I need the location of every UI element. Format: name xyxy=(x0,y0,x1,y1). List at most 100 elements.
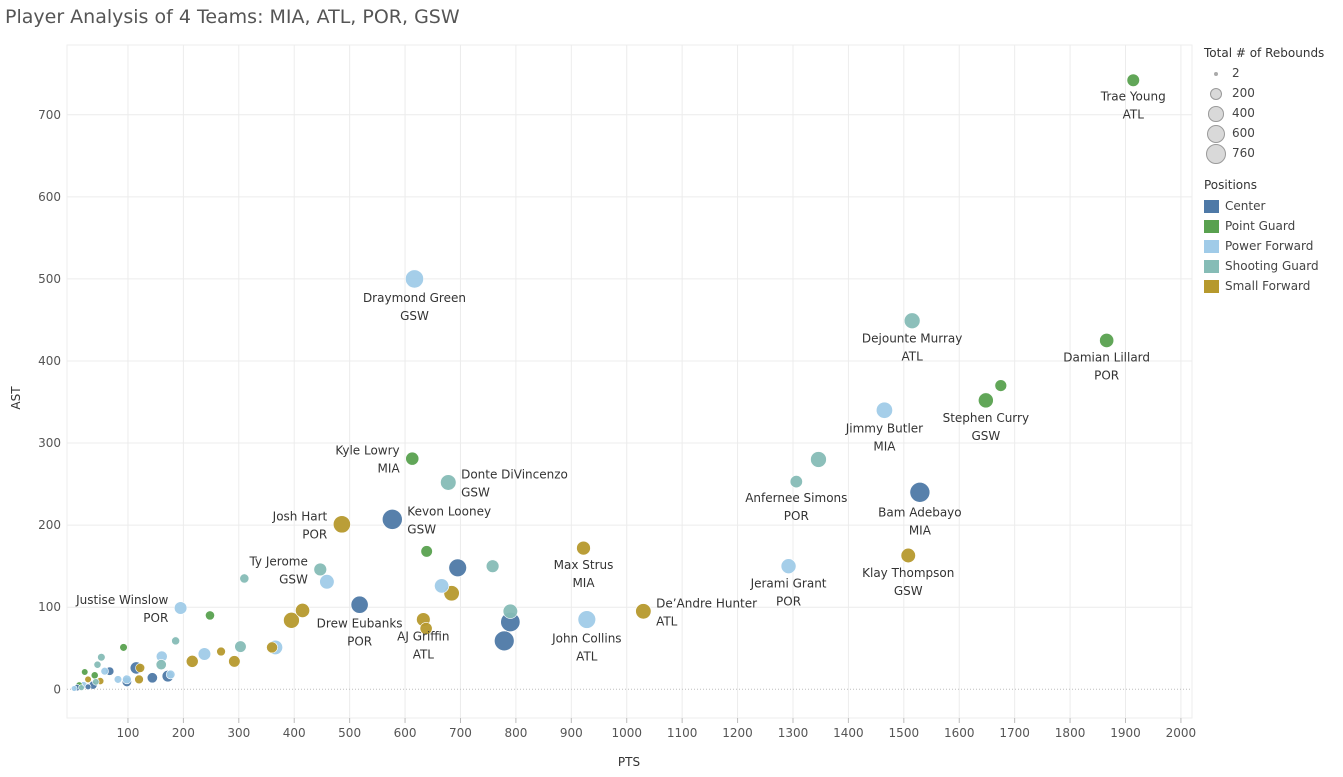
data-point[interactable]: Power Forward xyxy=(113,675,123,684)
data-point[interactable]: Center xyxy=(84,683,92,691)
gridlines xyxy=(66,44,1193,719)
data-point[interactable]: Small Forward xyxy=(228,655,241,668)
data-point[interactable]: Shooting Guard xyxy=(502,603,518,619)
data-point[interactable]: Power Forward xyxy=(434,578,450,594)
point-label-name: Dejounte Murray xyxy=(862,332,962,346)
y-tick-label: 700 xyxy=(38,108,61,122)
data-point[interactable]: Kevon Looney Center xyxy=(382,509,403,530)
point-label-team: GSW xyxy=(461,485,490,499)
data-point[interactable]: Small Forward xyxy=(84,675,92,684)
data-point[interactable]: Kyle Lowry Point Guard xyxy=(405,451,420,466)
size-legend-label: 200 xyxy=(1232,86,1255,100)
data-point[interactable]: Point Guard xyxy=(994,379,1007,392)
data-point[interactable]: Power Forward xyxy=(100,667,109,676)
data-point[interactable]: Power Forward xyxy=(122,674,132,685)
x-tick-label: 1100 xyxy=(667,726,698,740)
data-point[interactable]: Shooting Guard xyxy=(93,660,102,669)
data-point[interactable]: Point Guard xyxy=(205,610,215,621)
data-point[interactable]: Center xyxy=(448,558,467,577)
data-point[interactable]: Center xyxy=(146,672,158,684)
x-tick-label: 400 xyxy=(283,726,306,740)
point-labels: Trae Young ATL Draymond Green GSW Dejounte M… xyxy=(75,90,1166,664)
x-tick-label: 300 xyxy=(227,726,250,740)
data-point[interactable]: Dejounte Murray Shooting Guard xyxy=(903,312,921,330)
axes: 100 200 300 400 500 600 700 800 900 1000 1100 1200 1… xyxy=(38,108,1196,740)
data-point[interactable]: Shooting Guard xyxy=(78,684,85,691)
data-point[interactable]: Shooting Guard xyxy=(810,451,827,468)
point-label-team: MIA xyxy=(378,462,401,476)
y-tick-label: 200 xyxy=(38,518,61,532)
data-point[interactable]: Small Forward xyxy=(134,674,144,685)
size-legend-circle xyxy=(1206,124,1226,144)
x-tick-label: 2000 xyxy=(1166,726,1197,740)
x-tick-label: 1200 xyxy=(722,726,753,740)
color-legend-item[interactable]: Small Forward xyxy=(1204,276,1339,296)
data-point[interactable]: Small Forward xyxy=(283,612,300,629)
data-point[interactable]: Small Forward xyxy=(266,641,278,654)
color-legend-item[interactable]: Shooting Guard xyxy=(1204,256,1339,276)
x-tick-label: 1300 xyxy=(778,726,809,740)
data-point[interactable]: Small Forward xyxy=(216,646,226,657)
point-label-name: Kevon Looney xyxy=(407,504,491,518)
data-point[interactable]: De’Andre Hunter Small Forward xyxy=(635,603,652,620)
data-point[interactable]: Max Strus Small Forward xyxy=(576,540,591,556)
color-legend-item[interactable]: Point Guard xyxy=(1204,216,1339,236)
point-label-team: GSW xyxy=(400,309,429,323)
color-legend-item[interactable]: Center xyxy=(1204,196,1339,216)
color-legend-item[interactable]: Power Forward xyxy=(1204,236,1339,256)
data-point[interactable]: Power Forward xyxy=(319,574,335,590)
point-label-team: ATL xyxy=(413,647,435,661)
data-point[interactable]: Drew Eubanks Center xyxy=(350,595,369,614)
point-label-team: POR xyxy=(302,527,327,541)
data-point[interactable]: Point Guard xyxy=(119,643,128,652)
data-point[interactable]: Small Forward xyxy=(419,622,433,635)
point-label-team: MIA xyxy=(572,576,595,590)
data-point[interactable]: Josh Hart Small Forward xyxy=(332,515,351,534)
data-point[interactable]: Power Forward xyxy=(165,669,176,680)
data-point[interactable]: Point Guard xyxy=(81,668,89,676)
point-label-name: Damian Lillard xyxy=(1063,351,1150,365)
data-point[interactable]: Jimmy Butler Power Forward xyxy=(875,401,893,419)
data-point[interactable]: Shooting Guard xyxy=(155,659,167,671)
x-tick-label: 200 xyxy=(172,726,195,740)
data-point[interactable]: Center xyxy=(494,630,515,652)
y-tick-label: 600 xyxy=(38,190,61,204)
data-point[interactable]: Damian Lillard Point Guard xyxy=(1099,333,1115,348)
color-legend-swatch xyxy=(1204,279,1219,293)
data-point[interactable]: Point Guard xyxy=(420,545,433,558)
data-point[interactable]: Small Forward xyxy=(185,655,199,668)
data-point[interactable]: Shooting Guard xyxy=(92,678,100,686)
size-legend-item: 200 xyxy=(1204,84,1339,104)
data-point[interactable]: Shooting Guard xyxy=(171,636,180,646)
x-tick-label: 1700 xyxy=(999,726,1030,740)
point-label-name: Max Strus xyxy=(554,558,614,572)
data-point[interactable]: Stephen Curry Point Guard xyxy=(978,392,994,409)
data-point[interactable]: Shooting Guard xyxy=(234,640,247,653)
data-point[interactable]: Donte DiVincenzo Shooting Guard xyxy=(440,474,457,491)
data-point[interactable]: Draymond Green Power Forward xyxy=(405,269,424,289)
point-label-name: Josh Hart xyxy=(272,509,328,523)
data-point[interactable]: Trae Young Point Guard xyxy=(1126,73,1140,87)
data-point[interactable]: Jerami Grant Power Forward xyxy=(780,558,797,574)
data-point[interactable]: Shooting Guard xyxy=(239,573,250,584)
data-point[interactable]: Small Forward xyxy=(295,603,310,618)
plot-area xyxy=(66,44,1193,719)
data-point[interactable]: Ty Jerome Shooting Guard xyxy=(313,562,327,577)
data-point[interactable]: Klay Thompson Small Forward xyxy=(900,547,916,564)
data-point[interactable]: Point Guard xyxy=(90,671,99,680)
y-tick-label: 0 xyxy=(53,682,61,696)
data-point[interactable]: Shooting Guard xyxy=(97,653,106,662)
data-point[interactable]: Power Forward xyxy=(197,647,212,661)
point-label-team: ATL xyxy=(901,350,923,364)
data-point[interactable]: Justise Winslow Power Forward xyxy=(174,601,188,615)
point-label-team: GSW xyxy=(894,584,923,598)
data-point[interactable]: Anfernee Simons Shooting Guard xyxy=(789,475,803,489)
data-point[interactable]: John Collins Power Forward xyxy=(577,610,596,629)
data-point[interactable]: Small Forward xyxy=(135,663,146,673)
y-tick-label: 100 xyxy=(38,600,61,614)
point-label-name: Ty Jerome xyxy=(248,554,307,568)
point-label-name: Klay Thompson xyxy=(862,566,954,580)
data-point[interactable]: Shooting Guard xyxy=(485,559,500,573)
data-point[interactable]: Bam Adebayo Center xyxy=(909,481,931,503)
data-point[interactable]: Power Forward xyxy=(70,685,78,692)
